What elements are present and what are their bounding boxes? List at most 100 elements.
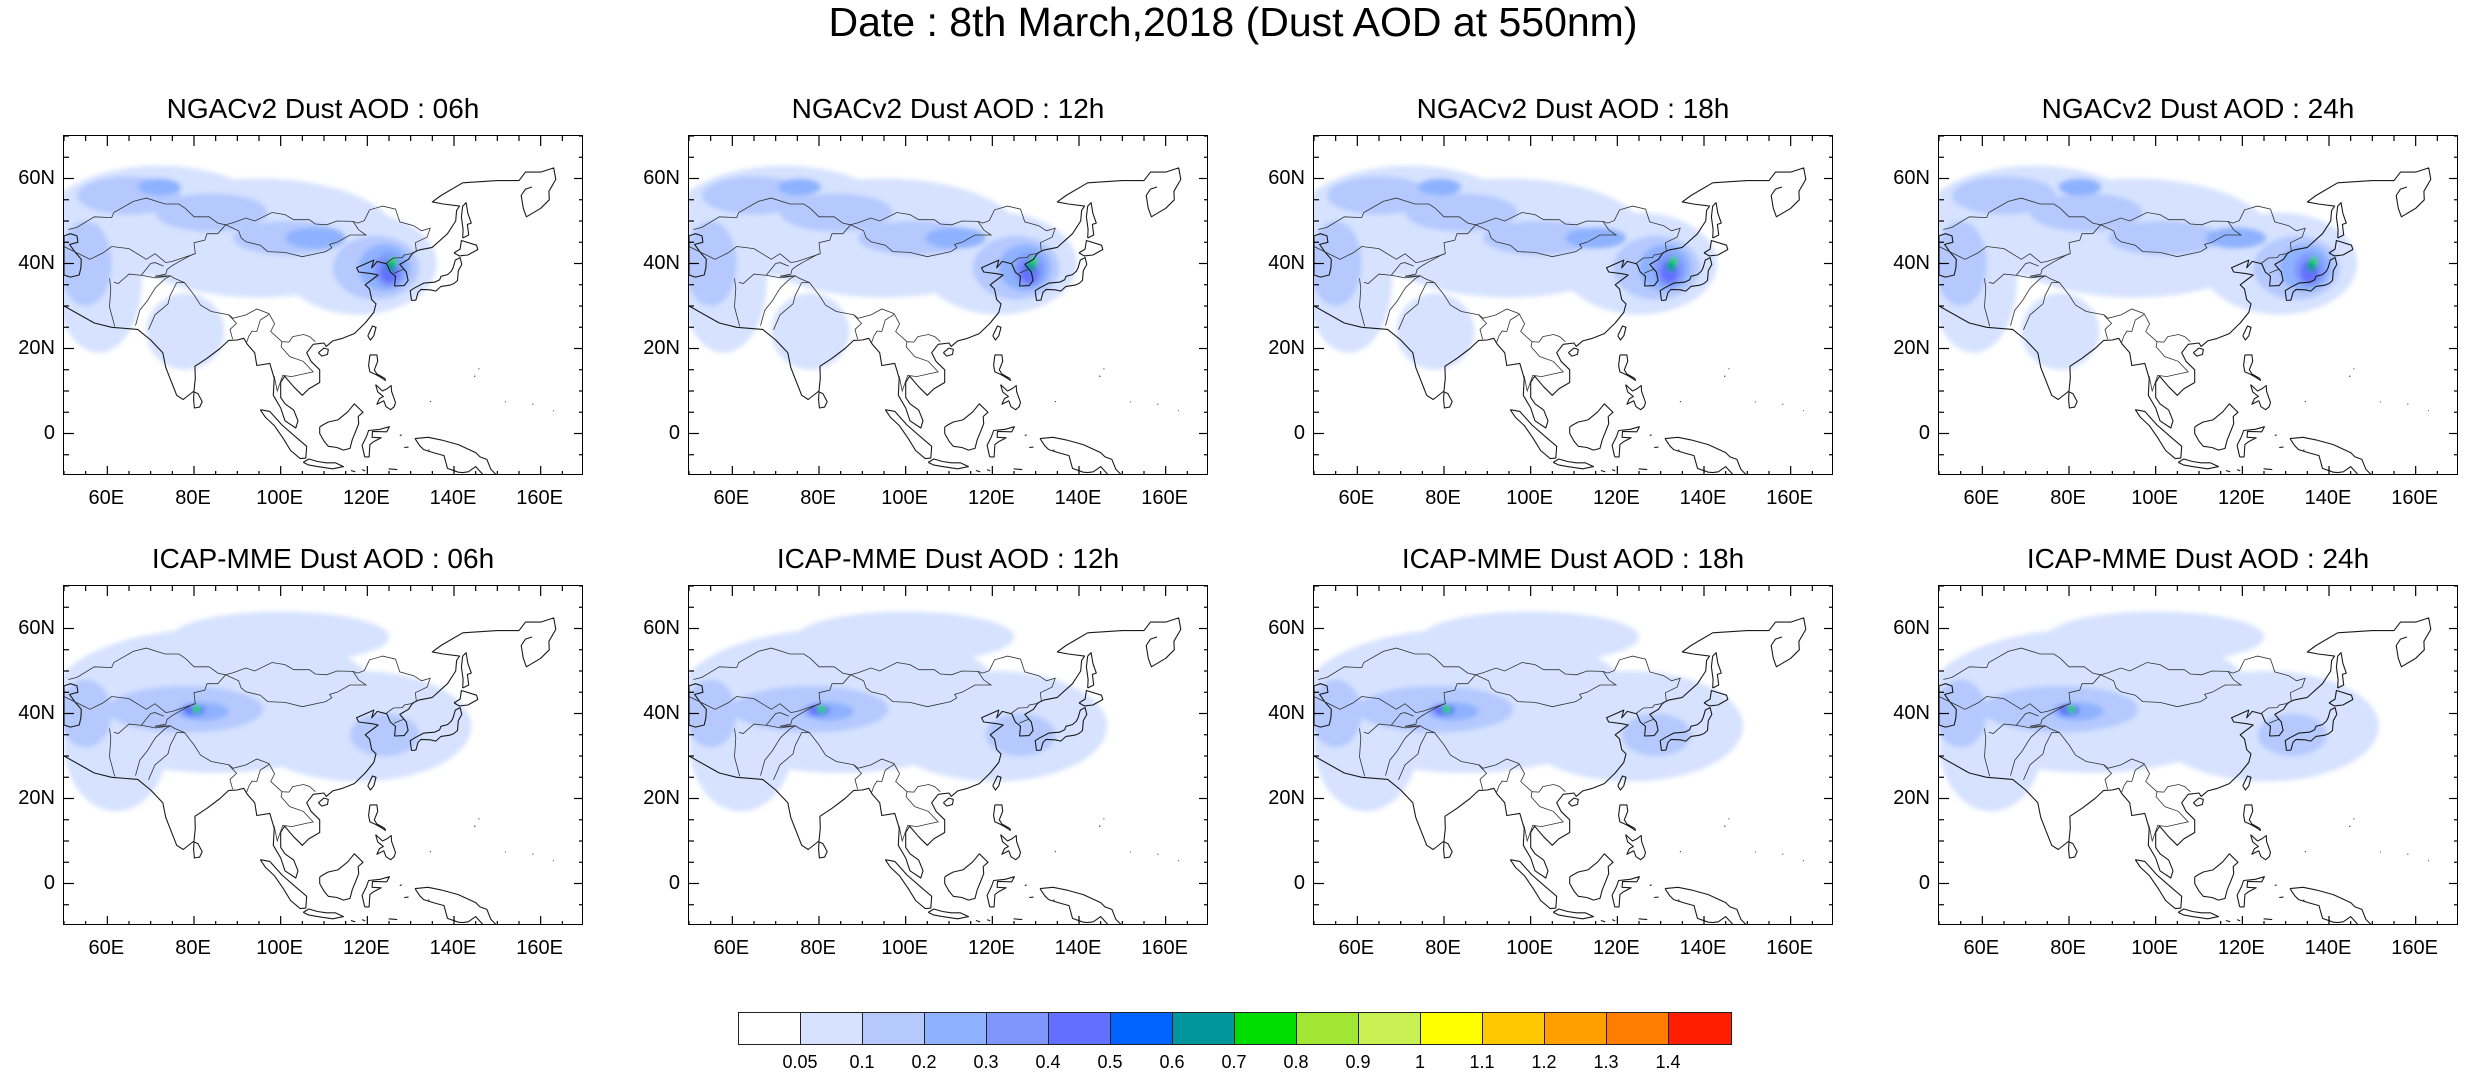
- lon-tick-label: 80E: [175, 487, 211, 509]
- lon-tick-label: 120E: [2217, 937, 2265, 959]
- lat-tick-label: 0: [43, 421, 55, 444]
- lon-tick-label: 100E: [256, 487, 304, 509]
- lon-tick-label: 120E: [1592, 937, 1640, 959]
- lat-tick-label: 20N: [643, 336, 680, 359]
- panel-title: ICAP-MME Dust AOD : 18h: [1401, 543, 1745, 574]
- lon-tick-label: 140E: [2304, 937, 2352, 959]
- aod-contour-region: [2021, 293, 2100, 370]
- colorbar-swatch: [1111, 1013, 1173, 1044]
- aod-contour-region: [192, 705, 201, 714]
- aod-contour-region: [2257, 713, 2327, 756]
- lat-tick-label: 0: [1918, 871, 1930, 894]
- lat-tick-label: 0: [668, 421, 680, 444]
- colorbar-level-label: 0.3: [973, 1052, 999, 1072]
- lon-tick-label: 60E: [1338, 937, 1375, 959]
- country-borders: [1939, 197, 2306, 393]
- lon-tick-label: 120E: [2217, 487, 2265, 509]
- lat-tick-label: 60N: [1268, 616, 1305, 639]
- colorbar-swatch: [1173, 1013, 1235, 1044]
- colorbar-swatch: [1607, 1013, 1669, 1044]
- aod-contour-region: [817, 705, 826, 714]
- map-canvas: [64, 136, 582, 474]
- lon-tick-label: 140E: [429, 937, 477, 959]
- colorbar-level-label: 1.3: [1593, 1052, 1619, 1072]
- aod-contour-region: [2030, 193, 2143, 232]
- lon-tick-label: 120E: [1592, 487, 1640, 509]
- lat-tick-label: 40N: [643, 251, 680, 274]
- colorbar-swatch: [1235, 1013, 1297, 1044]
- colorbar-swatch: [1483, 1013, 1545, 1044]
- colorbar-swatch: [1669, 1013, 1731, 1044]
- lat-tick-label: 20N: [643, 786, 680, 809]
- dust-aod-field: [689, 165, 1077, 370]
- aod-contour-region: [1670, 256, 1678, 266]
- lon-tick-label: 140E: [1054, 937, 1102, 959]
- lon-tick-label: 100E: [1506, 487, 1554, 509]
- lon-tick-label: 140E: [1679, 937, 1727, 959]
- aod-contour-region: [2205, 227, 2267, 249]
- lon-tick-label: 120E: [342, 487, 390, 509]
- coastlines: [1314, 617, 1807, 924]
- lat-tick-label: 40N: [1268, 251, 1305, 274]
- lon-tick-label: 80E: [1425, 487, 1461, 509]
- aod-contour-region: [2310, 256, 2318, 266]
- aod-contour-region: [2047, 611, 2264, 663]
- panel-title: NGACv2 Dust AOD : 06h: [166, 93, 480, 124]
- lon-tick-label: 120E: [967, 487, 1015, 509]
- colorbar-swatch: [987, 1013, 1049, 1044]
- colorbar-level-label: 0.5: [1097, 1052, 1123, 1072]
- lon-tick-label: 80E: [800, 937, 836, 959]
- lat-tick-label: 60N: [18, 166, 55, 189]
- figure-title: Date : 8th March,2018 (Dust AOD at 550nm…: [828, 0, 1638, 45]
- colorbar-swatch: [863, 1013, 925, 1044]
- lon-tick-label: 140E: [2304, 487, 2352, 509]
- map-canvas: [689, 586, 1207, 924]
- lat-tick-label: 0: [668, 871, 680, 894]
- map-canvas: [64, 586, 582, 924]
- lon-tick-label: 140E: [1679, 487, 1727, 509]
- lat-tick-label: 40N: [1893, 701, 1930, 724]
- colorbar-level-label: 0.05: [782, 1052, 818, 1072]
- lon-tick-label: 60E: [713, 937, 750, 959]
- lon-tick-label: 100E: [1506, 937, 1554, 959]
- panel-title: ICAP-MME Dust AOD : 12h: [776, 543, 1120, 574]
- colorbar-swatch: [1421, 1013, 1483, 1044]
- aod-contour-region: [1442, 705, 1451, 714]
- coastlines: [64, 167, 557, 474]
- map-canvas: [689, 136, 1207, 474]
- lon-tick-label: 160E: [1141, 937, 1189, 959]
- lon-tick-label: 80E: [175, 937, 211, 959]
- colorbar-level-label: 1.4: [1655, 1052, 1681, 1072]
- aod-contour-region: [689, 679, 737, 748]
- map-panel: [1938, 135, 2458, 475]
- map-canvas: [1314, 136, 1832, 474]
- colorbar: [738, 1012, 1732, 1045]
- country-borders: [1314, 197, 1681, 393]
- lat-tick-label: 0: [1293, 421, 1305, 444]
- axis-ticks: [689, 586, 1207, 924]
- aod-contour-region: [777, 178, 822, 196]
- map-canvas: [1314, 586, 1832, 924]
- lon-tick-label: 80E: [2050, 937, 2086, 959]
- colorbar-level-label: 0.9: [1345, 1052, 1371, 1072]
- lon-tick-label: 100E: [881, 487, 929, 509]
- country-borders: [64, 197, 431, 393]
- map-panel: [63, 585, 583, 925]
- axis-ticks: [64, 586, 582, 924]
- map-panel: [1313, 135, 1833, 475]
- dust-aod-field: [1314, 165, 1717, 370]
- lat-tick-label: 60N: [1268, 166, 1305, 189]
- lon-tick-label: 60E: [88, 487, 125, 509]
- panel-title: ICAP-MME Dust AOD : 06h: [151, 543, 495, 574]
- panel-title: ICAP-MME Dust AOD : 24h: [2026, 543, 2370, 574]
- lat-tick-label: 60N: [1893, 166, 1930, 189]
- lon-tick-label: 100E: [2131, 487, 2179, 509]
- colorbar-swatch: [739, 1013, 801, 1044]
- colorbar-level-label: 0.2: [911, 1052, 937, 1072]
- lat-tick-label: 20N: [18, 336, 55, 359]
- panel-title: NGACv2 Dust AOD : 12h: [791, 93, 1105, 124]
- country-borders: [689, 197, 1056, 393]
- country-borders: [64, 647, 431, 843]
- map-panel: [688, 135, 1208, 475]
- lon-tick-label: 80E: [1425, 937, 1461, 959]
